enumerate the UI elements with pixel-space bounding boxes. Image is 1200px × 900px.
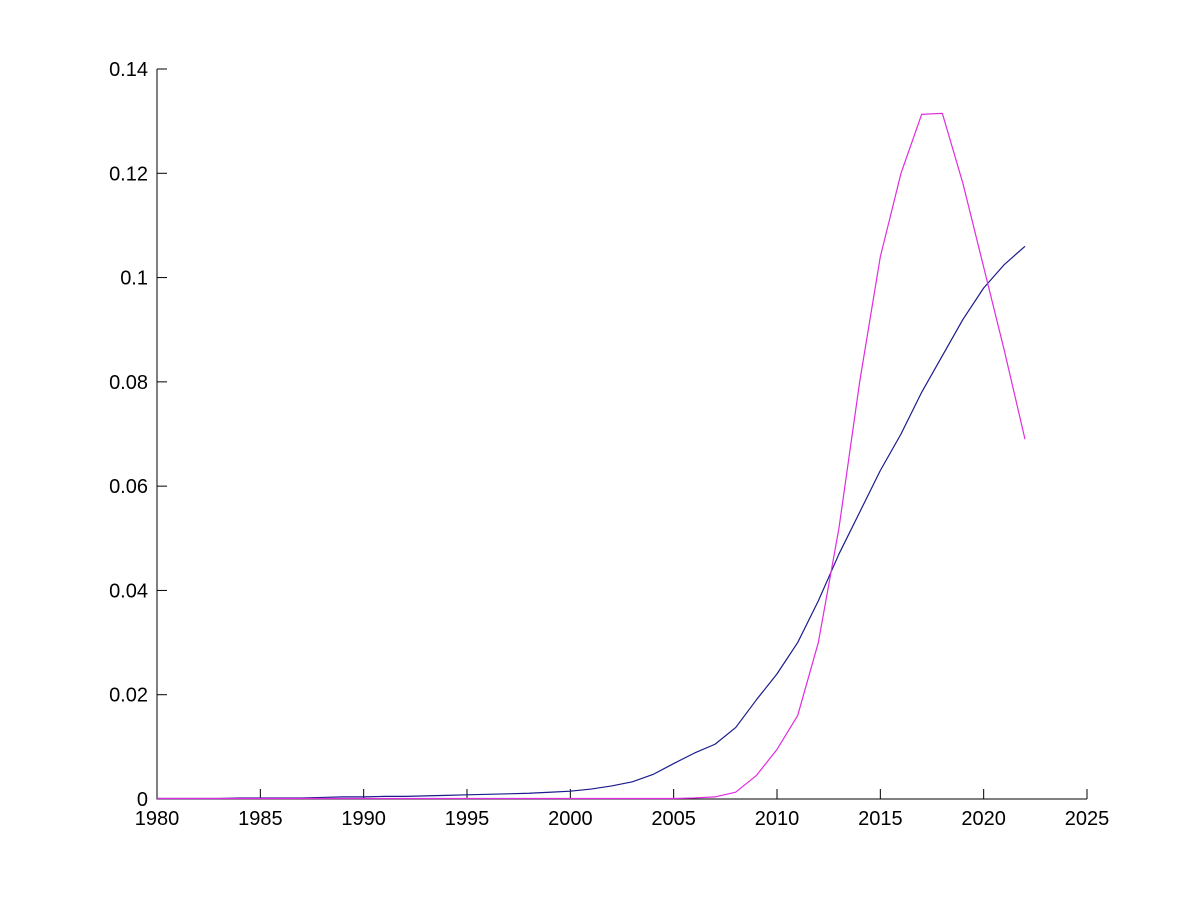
- x-tick-label: 2010: [755, 808, 800, 830]
- y-tick-label: 0.12: [109, 163, 148, 185]
- x-tick-label: 1985: [238, 808, 283, 830]
- y-tick-label: 0.08: [109, 372, 148, 394]
- x-tick-label: 2025: [1065, 808, 1110, 830]
- magenta-peaked-curve-line: [157, 112, 1026, 800]
- x-tick-label: 2005: [651, 808, 696, 830]
- x-tick-label: 1990: [341, 808, 386, 830]
- x-tick-label: 1980: [135, 808, 180, 830]
- y-tick-label: 0: [137, 789, 148, 811]
- x-tick-label: 2000: [548, 808, 593, 830]
- y-tick-label: 0.1: [120, 268, 148, 290]
- x-tick-label: 2020: [961, 808, 1006, 830]
- y-tick-label: 0.02: [109, 685, 148, 707]
- y-tick-label: 0.06: [109, 476, 148, 498]
- y-tick-label: 0.04: [109, 580, 148, 602]
- x-tick-label: 1995: [445, 808, 490, 830]
- y-tick-label: 0.14: [109, 59, 148, 81]
- x-tick-label: 2015: [858, 808, 903, 830]
- dark-blue-smooth-s-curve-line: [157, 245, 1026, 800]
- axis-spines: [156, 69, 1087, 800]
